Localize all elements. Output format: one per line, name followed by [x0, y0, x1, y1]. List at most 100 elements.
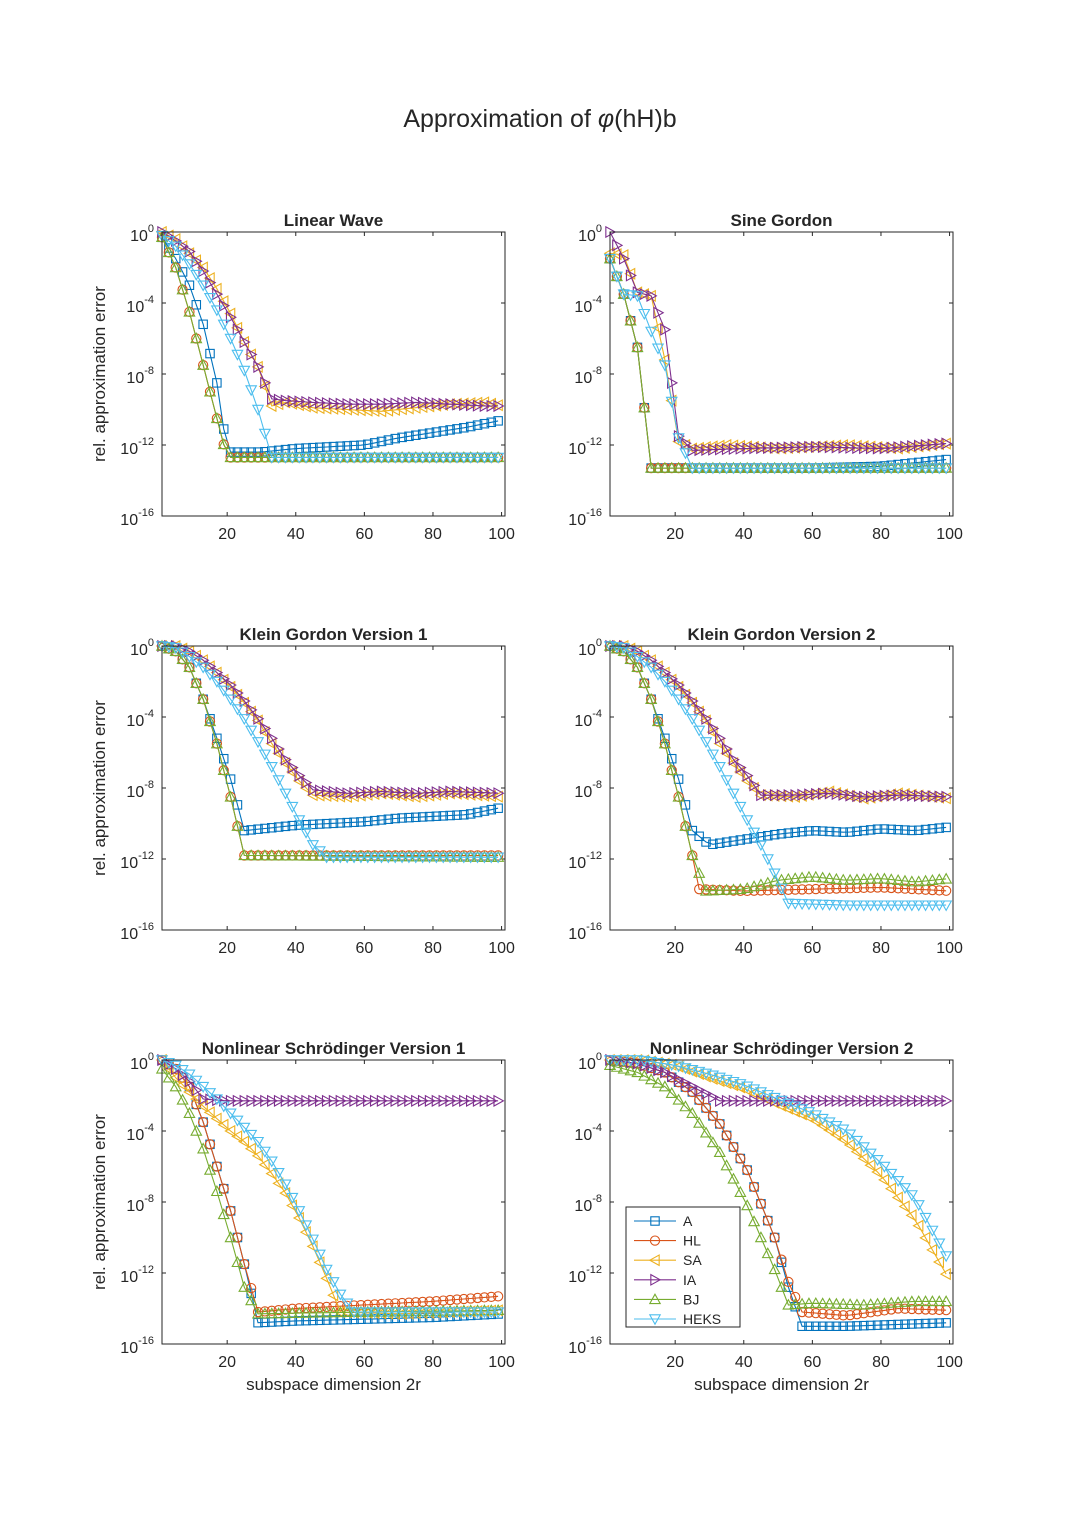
data-point-ia	[205, 276, 217, 289]
data-point-bj	[183, 305, 196, 317]
data-point-bj	[878, 872, 891, 884]
data-point-heks	[450, 452, 464, 464]
data-point-a	[397, 813, 407, 823]
y-tick-base: 10	[120, 512, 138, 529]
data-point-ia	[452, 398, 464, 411]
data-point-ia	[721, 443, 733, 456]
data-point-ia	[383, 397, 395, 410]
data-point-heks	[782, 463, 795, 475]
data-point-a	[824, 826, 835, 837]
data-point-hl	[824, 1309, 835, 1320]
data-point-heks	[665, 396, 678, 408]
data-point-ia	[294, 1094, 306, 1107]
data-point-ia	[605, 1053, 617, 1067]
data-point-heks	[686, 463, 699, 475]
data-point-ia	[708, 1091, 720, 1104]
data-point-heks	[443, 452, 457, 464]
data-point-ia	[328, 1094, 340, 1107]
data-point-bj	[741, 1199, 754, 1211]
legend-label: BJ	[683, 1291, 699, 1307]
data-point-a	[838, 827, 848, 837]
x-tick-label: 100	[488, 940, 515, 957]
data-point-heks	[665, 1060, 678, 1072]
data-point-bj	[423, 850, 436, 862]
data-point-sa	[864, 440, 876, 453]
data-point-heks	[238, 365, 251, 377]
y-tick-base: 10	[568, 441, 586, 458]
data-point-heks	[306, 452, 320, 464]
axes-frame	[609, 645, 954, 931]
data-point-bj	[638, 1069, 651, 1081]
data-point-heks	[686, 1065, 699, 1077]
data-point-bj	[375, 1305, 388, 1317]
data-point-heks	[245, 1129, 258, 1141]
data-point-hl	[913, 884, 924, 895]
data-point-bj	[864, 1298, 877, 1310]
data-point-bj	[912, 875, 925, 887]
data-point-ia	[632, 645, 644, 658]
data-point-heks	[857, 463, 870, 475]
data-point-heks	[327, 1277, 340, 1289]
data-point-a	[452, 810, 462, 820]
data-point-a	[831, 827, 842, 837]
data-point-ia	[431, 397, 443, 410]
data-point-hl	[742, 1164, 753, 1176]
data-point-heks	[245, 385, 258, 397]
data-point-heks	[816, 899, 829, 911]
y-tick-base: 10	[574, 1127, 592, 1144]
legend-entry-ia: IA	[634, 1272, 697, 1288]
data-point-heks	[933, 463, 946, 475]
data-point-heks	[864, 1148, 877, 1160]
data-point-bj	[754, 878, 768, 890]
data-point-heks	[912, 463, 925, 475]
data-point-heks	[162, 236, 175, 248]
figure-title-suffix: (hH)b	[614, 105, 677, 133]
data-point-a	[459, 810, 469, 820]
data-point-sa	[258, 380, 270, 393]
data-point-bj	[231, 1256, 244, 1268]
data-point-heks	[830, 463, 843, 475]
data-point-a	[859, 825, 869, 836]
data-point-heks	[279, 788, 292, 800]
data-point-ia	[756, 1094, 768, 1107]
data-point-bj	[251, 1307, 265, 1319]
data-point-hl	[838, 1310, 849, 1321]
data-point-a	[472, 807, 483, 818]
data-point-heks	[926, 1225, 939, 1237]
data-point-bj	[843, 1298, 857, 1310]
data-point-heks	[645, 1056, 658, 1068]
data-point-heks	[231, 704, 244, 716]
data-point-bj	[720, 883, 733, 895]
data-point-heks	[395, 1307, 409, 1319]
data-point-heks	[850, 1135, 864, 1147]
series-ia	[605, 639, 953, 804]
y-tick-label: 10-8	[574, 779, 602, 801]
data-point-ia	[239, 1094, 251, 1107]
data-point-ia	[486, 399, 498, 413]
data-point-heks	[279, 1179, 292, 1191]
data-point-heks	[471, 852, 484, 864]
y-tick-exponent: -12	[586, 436, 602, 448]
data-point-bj	[850, 873, 864, 885]
data-point-heks	[492, 452, 505, 464]
data-point-heks	[926, 463, 939, 475]
data-point-bj	[665, 763, 678, 775]
y-tick-exponent: -16	[138, 1335, 154, 1347]
data-point-ia	[246, 703, 258, 717]
data-point-heks	[905, 900, 918, 912]
series-heks	[603, 641, 953, 912]
y-tick-base: 10	[574, 1198, 592, 1215]
data-point-heks	[940, 463, 953, 475]
data-point-a	[411, 812, 421, 823]
data-point-heks	[389, 852, 402, 864]
data-point-hl	[479, 1292, 490, 1303]
data-point-bj	[272, 1307, 285, 1319]
data-point-heks	[169, 241, 182, 253]
data-point-ia	[886, 441, 898, 454]
data-point-a	[349, 440, 359, 451]
data-point-a	[907, 1319, 917, 1329]
data-point-a	[452, 424, 462, 434]
data-point-ia	[701, 443, 713, 456]
data-point-ia	[673, 678, 685, 692]
data-point-ia	[886, 789, 898, 802]
